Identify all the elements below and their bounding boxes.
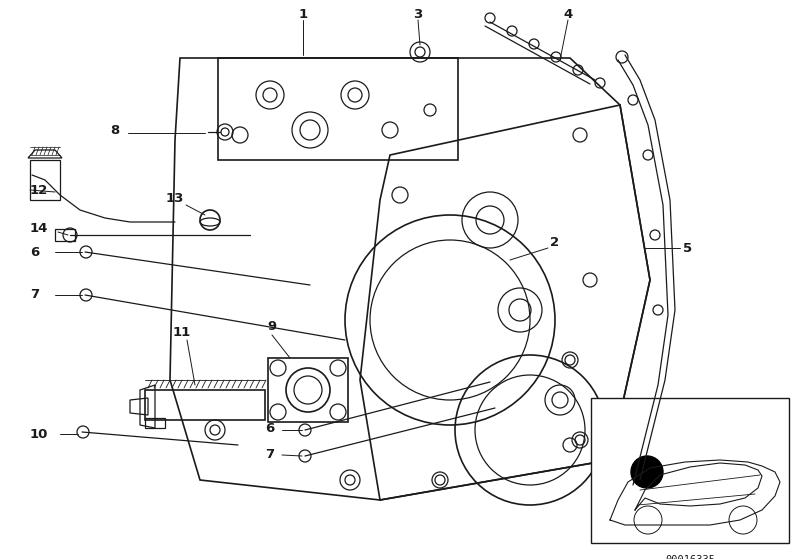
Text: 6: 6 bbox=[265, 421, 275, 434]
Text: 12: 12 bbox=[30, 183, 48, 197]
Text: 10: 10 bbox=[30, 428, 49, 440]
Text: 7: 7 bbox=[30, 288, 39, 301]
Text: 3: 3 bbox=[413, 7, 423, 21]
Text: 6: 6 bbox=[30, 245, 39, 258]
Text: 00016335: 00016335 bbox=[665, 555, 715, 559]
Text: 9: 9 bbox=[268, 320, 276, 333]
Circle shape bbox=[631, 456, 663, 488]
Bar bbox=[591, 398, 789, 543]
Text: 4: 4 bbox=[563, 7, 573, 21]
Text: 8: 8 bbox=[110, 124, 120, 136]
Text: 11: 11 bbox=[173, 325, 191, 339]
Text: 7: 7 bbox=[265, 448, 275, 462]
Text: 2: 2 bbox=[551, 235, 559, 249]
Text: 5: 5 bbox=[683, 241, 693, 254]
Text: 13: 13 bbox=[166, 192, 185, 205]
Text: 1: 1 bbox=[299, 7, 308, 21]
Text: 14: 14 bbox=[30, 221, 49, 234]
